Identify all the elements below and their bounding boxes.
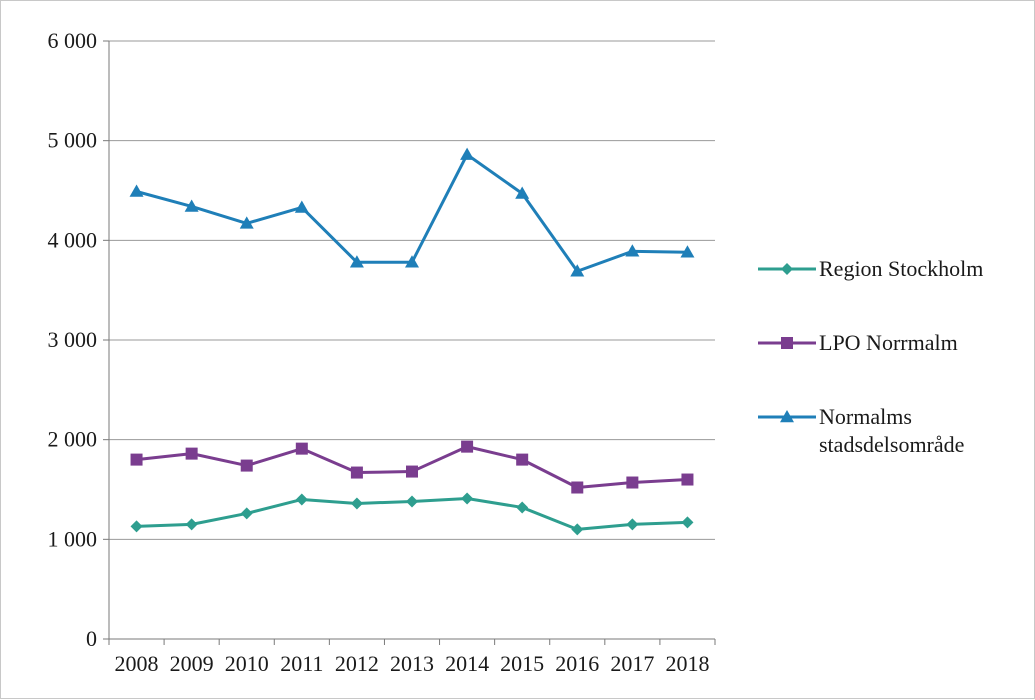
series-lines xyxy=(129,147,695,536)
data-point xyxy=(681,516,694,529)
data-point xyxy=(239,216,254,229)
data-point xyxy=(295,493,308,506)
x-tick-label: 2012 xyxy=(335,651,379,676)
y-tick-label: 1 000 xyxy=(48,526,98,551)
legend: Region Stockholm LPO Norrmalm Normalms stad… xyxy=(758,256,983,457)
data-point xyxy=(295,442,308,455)
data-point xyxy=(406,465,418,478)
data-point xyxy=(405,255,419,268)
legend-label: Normalms xyxy=(819,404,912,429)
x-tick-label: 2015 xyxy=(500,651,544,676)
y-tick-label: 2 000 xyxy=(48,427,98,452)
data-point xyxy=(516,501,529,514)
x-tick-label: 2010 xyxy=(225,651,269,676)
y-tick-label: 0 xyxy=(86,626,97,651)
data-point xyxy=(294,200,309,213)
data-point xyxy=(240,507,253,520)
x-tick-label: 2013 xyxy=(390,651,434,676)
gridlines xyxy=(109,40,715,540)
x-tick-label: 2014 xyxy=(445,651,489,676)
data-point xyxy=(461,440,474,453)
y-tick-label: 3 000 xyxy=(48,327,98,352)
y-tick-label: 6 000 xyxy=(48,28,98,53)
data-point xyxy=(185,447,198,460)
y-tick-label: 4 000 xyxy=(48,227,98,252)
legend-marker-3 xyxy=(780,410,794,423)
x-tick-label: 2016 xyxy=(555,651,599,676)
data-point xyxy=(240,459,253,472)
data-point xyxy=(130,520,143,533)
data-point xyxy=(571,523,584,536)
data-point xyxy=(571,481,584,494)
data-point xyxy=(516,453,529,466)
data-point xyxy=(570,264,585,277)
data-point xyxy=(680,245,695,258)
data-point xyxy=(626,476,639,489)
data-point xyxy=(625,244,640,257)
legend-label: LPO Norrmalm xyxy=(819,330,958,355)
data-point xyxy=(681,473,694,486)
data-point xyxy=(350,466,363,479)
legend-label: Region Stockholm xyxy=(819,256,983,281)
x-tick-label: 2008 xyxy=(115,651,159,676)
data-point xyxy=(626,518,639,531)
data-point xyxy=(129,184,144,197)
data-point xyxy=(515,186,530,199)
legend-marker-1 xyxy=(781,263,793,275)
data-point xyxy=(406,495,418,508)
data-point xyxy=(185,518,198,531)
data-point xyxy=(350,497,363,510)
data-point xyxy=(130,453,143,466)
data-point xyxy=(349,255,364,268)
x-tick-label: 2018 xyxy=(665,651,709,676)
axes: 0 1 000 2 000 3 000 4 000 5 000 6 000 2008 2009 2… xyxy=(48,28,716,676)
data-point xyxy=(184,199,199,212)
legend-label: stadsdelsområde xyxy=(819,432,964,457)
x-tick-label: 2017 xyxy=(610,651,654,676)
data-point xyxy=(460,147,475,160)
series-line-3 xyxy=(136,153,688,273)
x-tick-label: 2009 xyxy=(170,651,214,676)
x-tick-label: 2011 xyxy=(280,651,323,676)
data-point xyxy=(461,492,474,505)
y-tick-label: 5 000 xyxy=(48,128,98,153)
legend-marker-2 xyxy=(781,337,793,349)
